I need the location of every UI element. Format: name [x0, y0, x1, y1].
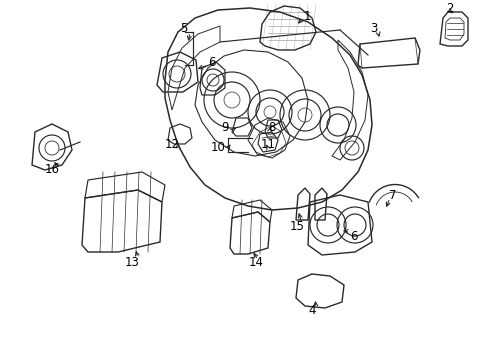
- Text: 7: 7: [388, 189, 396, 202]
- Text: 10: 10: [210, 141, 225, 154]
- Text: 6: 6: [208, 55, 215, 68]
- Text: 9: 9: [221, 121, 228, 135]
- Text: 1: 1: [303, 9, 310, 22]
- Text: 13: 13: [124, 256, 139, 269]
- Text: 16: 16: [44, 163, 60, 176]
- Text: 11: 11: [260, 139, 275, 152]
- Text: 15: 15: [289, 220, 304, 234]
- Text: 8: 8: [268, 121, 275, 135]
- Text: 2: 2: [446, 1, 453, 14]
- Text: 3: 3: [369, 22, 377, 35]
- Text: 14: 14: [248, 256, 263, 269]
- Text: 5: 5: [180, 22, 187, 35]
- Text: 6: 6: [349, 230, 357, 243]
- Text: 4: 4: [307, 303, 315, 316]
- Text: 12: 12: [164, 139, 179, 152]
